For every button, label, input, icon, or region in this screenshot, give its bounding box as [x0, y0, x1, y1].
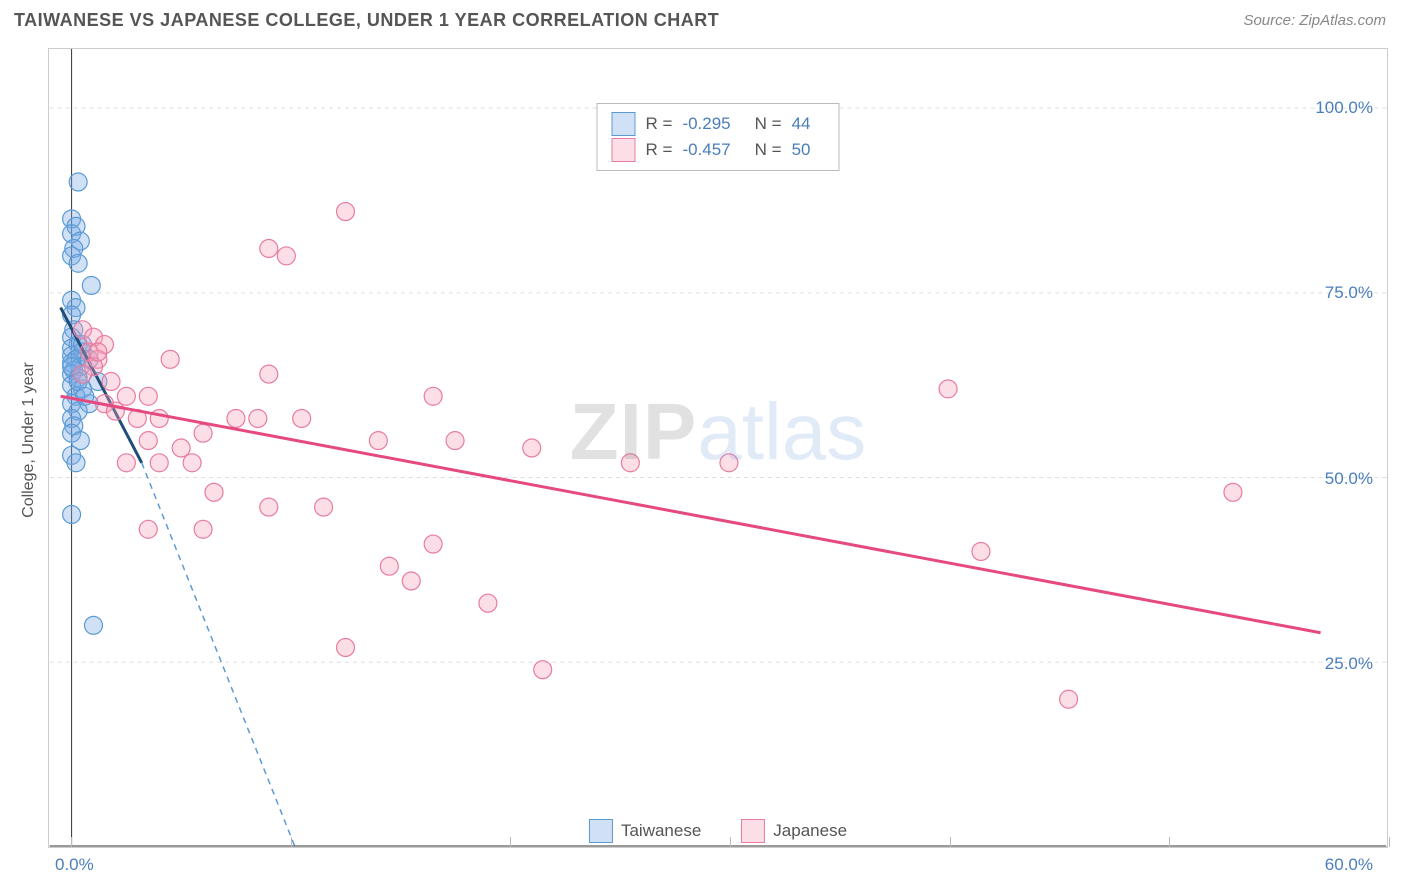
legend-item-taiwanese: Taiwanese [589, 819, 701, 843]
trend-line [61, 396, 1321, 632]
data-point [523, 439, 541, 457]
data-point [277, 247, 295, 265]
data-point [63, 506, 81, 524]
data-point [1060, 690, 1078, 708]
data-point [1224, 483, 1242, 501]
data-point [249, 409, 267, 427]
swatch-taiwanese-icon [589, 819, 613, 843]
data-point [89, 343, 107, 361]
data-point [972, 542, 990, 560]
x-tick [510, 837, 511, 847]
data-point [621, 454, 639, 472]
data-point [424, 387, 442, 405]
data-point [315, 498, 333, 516]
data-point [161, 350, 179, 368]
trend-line-extrapolation [142, 463, 295, 847]
data-point [260, 365, 278, 383]
data-point [69, 254, 87, 272]
data-point [369, 432, 387, 450]
data-point [720, 454, 738, 472]
correlation-legend: R = -0.295 N = 44 R = -0.457 N = 50 [597, 103, 840, 171]
data-point [139, 520, 157, 538]
data-point [227, 409, 245, 427]
data-point [939, 380, 957, 398]
data-point [194, 424, 212, 442]
data-point [117, 387, 135, 405]
data-point [139, 387, 157, 405]
data-point [446, 432, 464, 450]
data-point [260, 498, 278, 516]
legend-item-japanese: Japanese [741, 819, 847, 843]
legend-row-japanese: R = -0.457 N = 50 [612, 138, 825, 162]
data-point [337, 203, 355, 221]
data-point [139, 432, 157, 450]
chart-plot-area: ZIPatlas R = -0.295 N = 44 R = -0.457 N … [48, 48, 1388, 848]
y-tick-label: 100.0% [1315, 98, 1373, 118]
data-point [337, 639, 355, 657]
data-point [194, 520, 212, 538]
x-tick [71, 837, 72, 847]
x-tick [1389, 837, 1390, 847]
x-axis-min-label: 0.0% [55, 855, 94, 875]
x-tick [950, 837, 951, 847]
y-tick-label: 50.0% [1325, 469, 1373, 489]
x-axis-max-label: 60.0% [1325, 855, 1373, 875]
data-point [117, 454, 135, 472]
swatch-japanese [612, 138, 636, 162]
y-tick-label: 25.0% [1325, 654, 1373, 674]
data-point [74, 365, 92, 383]
chart-title: TAIWANESE VS JAPANESE COLLEGE, UNDER 1 Y… [14, 10, 719, 31]
data-point [82, 276, 100, 294]
data-point [69, 173, 87, 191]
y-tick-label: 75.0% [1325, 283, 1373, 303]
data-point [150, 454, 168, 472]
data-point [67, 454, 85, 472]
data-point [380, 557, 398, 575]
data-point [479, 594, 497, 612]
data-point [102, 373, 120, 391]
legend-row-taiwanese: R = -0.295 N = 44 [612, 112, 825, 136]
data-point [424, 535, 442, 553]
swatch-taiwanese [612, 112, 636, 136]
y-axis-title: College, Under 1 year [20, 362, 38, 518]
data-point [402, 572, 420, 590]
data-point [172, 439, 190, 457]
data-point [183, 454, 201, 472]
series-legend: Taiwanese Japanese [589, 819, 847, 843]
swatch-japanese-icon [741, 819, 765, 843]
data-point [85, 616, 103, 634]
x-tick [1169, 837, 1170, 847]
chart-source: Source: ZipAtlas.com [1243, 12, 1386, 29]
chart-header: TAIWANESE VS JAPANESE COLLEGE, UNDER 1 Y… [0, 0, 1406, 39]
data-point [260, 240, 278, 258]
data-point [534, 661, 552, 679]
data-point [293, 409, 311, 427]
x-tick [291, 837, 292, 847]
data-point [205, 483, 223, 501]
